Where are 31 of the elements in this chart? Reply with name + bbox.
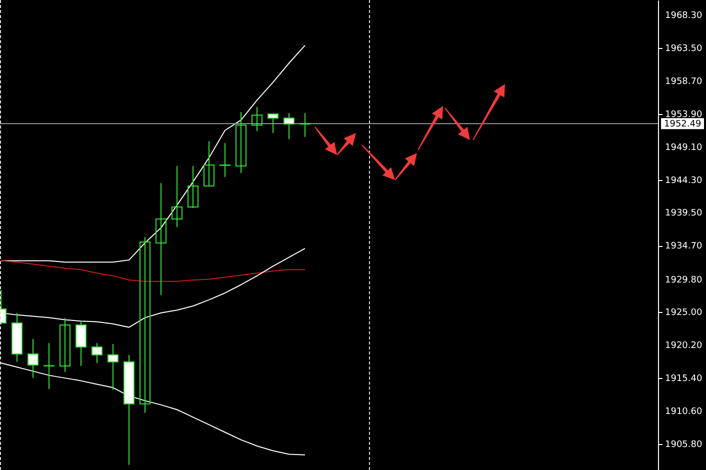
y-tick-label: 1934.70 — [665, 242, 702, 252]
ref-line-label: 1952.49 — [664, 120, 702, 130]
candlestick — [156, 182, 166, 296]
y-tick-label: 1929.80 — [665, 275, 702, 286]
y-tick-label: 1953.90 — [665, 110, 702, 120]
line-series — [0, 260, 306, 282]
candlestick — [284, 112, 294, 140]
candlestick — [300, 112, 310, 138]
y-tick-label: 1939.50 — [665, 208, 702, 219]
y-tick-label: 1920.20 — [665, 341, 702, 352]
candlestick — [60, 317, 70, 372]
y-tick-label: 1968.30 — [665, 11, 702, 22]
line-series — [0, 44, 306, 263]
y-tick-label: 1910.60 — [665, 406, 702, 417]
y-tick-label: 1949.10 — [665, 142, 702, 153]
y-tick-label: 1905.80 — [665, 440, 702, 450]
y-tick-label: 1925.00 — [665, 308, 702, 318]
y-tick-label: 1958.70 — [665, 76, 702, 87]
line-series — [0, 362, 306, 456]
candlestick — [92, 342, 102, 364]
candlestick — [140, 236, 150, 414]
candlestick — [204, 140, 214, 187]
candlestick — [220, 142, 230, 178]
y-tick-label: 1963.50 — [665, 44, 702, 54]
candlestick — [252, 106, 262, 132]
y-tick-label: 1944.30 — [665, 176, 702, 186]
y-tick-label: 1915.40 — [665, 374, 702, 384]
candlestick — [172, 166, 182, 228]
candlestick — [188, 166, 198, 209]
candlestick — [236, 112, 246, 174]
candlestick — [268, 114, 278, 134]
